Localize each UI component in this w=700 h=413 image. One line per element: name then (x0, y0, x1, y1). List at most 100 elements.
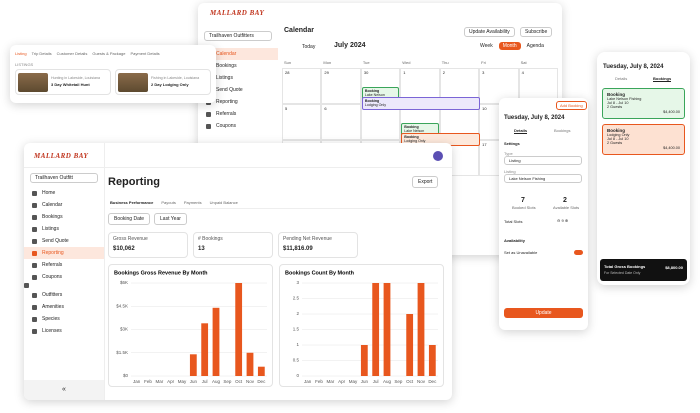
x-tick-label: Dec (428, 379, 437, 384)
outfitter-select[interactable]: Trailhaven Outfitters (204, 31, 272, 41)
available-count: 2 (563, 197, 567, 204)
x-tick-label: Aug (383, 379, 392, 384)
tab[interactable]: Bookings (554, 128, 571, 133)
nav-item[interactable]: Calendar (24, 199, 104, 211)
view-button[interactable]: Month (498, 42, 521, 50)
listing-item[interactable]: Hunting in Lakeside, Louisiana 3 Day Whit… (15, 69, 111, 95)
tab[interactable]: Bookings (653, 76, 672, 82)
nav-item[interactable]: Coupons (198, 120, 278, 132)
booking-panel: Add Booking Tuesday, July 8, 2024 Detail… (499, 98, 588, 330)
booked-count: 7 (521, 197, 525, 204)
event-detail: Lodging Only (404, 139, 426, 144)
x-tick-label: May (178, 379, 187, 384)
divider (24, 167, 452, 168)
nav-item[interactable]: Reporting (198, 96, 278, 108)
total-bar: Total Gross Bookings For Selected Date O… (600, 259, 687, 281)
bar (189, 354, 197, 376)
nav-item[interactable]: Send Quote (24, 235, 104, 247)
y-tick-label: $6K (120, 280, 128, 285)
update-button[interactable]: Update (504, 308, 583, 318)
nav-item[interactable]: Amenities (24, 301, 104, 313)
listing-item[interactable]: Fishing in Lakeside, Louisiana 2 Day Lodg… (115, 69, 211, 95)
booking-title: Booking (607, 128, 625, 133)
tab[interactable]: Business Performance (110, 200, 154, 205)
filter[interactable]: Last Year (154, 213, 187, 225)
booking-amount: $4,400.00 (663, 110, 680, 114)
collapse[interactable]: « (24, 380, 104, 400)
bar (257, 366, 265, 376)
step: Trip Details (31, 51, 52, 56)
listing-select[interactable]: Lake Nelson Fishing (504, 174, 582, 183)
total-label: Total Gross Bookings (604, 264, 646, 269)
weekday: Fri (481, 60, 486, 65)
x-tick-label: Jul (373, 379, 379, 384)
update-availability[interactable]: Update Availability (464, 27, 515, 37)
bar (428, 345, 436, 376)
section-title: Availability (504, 238, 525, 243)
available-label: Available Slots (553, 205, 580, 210)
nav-item[interactable]: Calendar (198, 48, 278, 60)
x-tick-label: Feb (144, 379, 152, 384)
nav-item[interactable]: Outfitters (24, 289, 104, 301)
x-tick-label: Apr (167, 379, 175, 384)
tab[interactable]: Details (615, 76, 628, 81)
nav-item[interactable]: Listings (198, 72, 278, 84)
phone-bookings: Booking Lake Nelson Fishing Jul 8 - Jul 10… (602, 88, 685, 160)
day-number: 6 (324, 106, 327, 111)
nav-item[interactable]: Species (24, 313, 104, 325)
y-tick-label: 0.5 (293, 358, 300, 363)
listings-heading: LISTINGS (15, 62, 34, 67)
metric-label: # Bookings (198, 236, 223, 242)
subscribe[interactable]: Subscribe (520, 27, 553, 37)
booking-card[interactable]: Booking Lake Nelson Fishing Jul 8 - Jul 10… (602, 88, 685, 119)
listing-image (18, 73, 48, 92)
event[interactable]: Booking Lodging Only (361, 97, 481, 110)
step: Customer Details (56, 51, 88, 56)
booking-card[interactable]: Booking Lodging Only Jul 8 - Jul 10 2 Guest… (602, 124, 685, 155)
nav-item[interactable]: Referrals (24, 259, 104, 271)
type-select[interactable]: Listing (504, 156, 582, 165)
section-title: Settings (504, 141, 520, 146)
weekday: Wed (402, 60, 411, 65)
tab[interactable]: Payouts (161, 200, 176, 205)
nav-item[interactable]: Referrals (198, 108, 278, 120)
day-number: 29 (324, 70, 329, 75)
nav-item[interactable]: Listings (24, 223, 104, 235)
nav-item[interactable]: Bookings (24, 211, 104, 223)
today[interactable]: Today (302, 44, 316, 50)
export[interactable]: Export (412, 176, 439, 188)
nav-item[interactable]: Home (24, 187, 104, 199)
view-button[interactable]: Week (480, 43, 493, 49)
outfitter-select[interactable]: Trailhaven Outfitt (30, 173, 98, 183)
day-cell: 5 (282, 104, 322, 140)
total-note: For Selected Date Only (604, 271, 641, 275)
event-title: Booking (404, 125, 419, 129)
nav-item[interactable]: Licenses (24, 325, 104, 337)
x-tick-label: Jun (361, 379, 369, 384)
view-button[interactable]: Agenda (526, 43, 544, 49)
metric-label: Gross Revenue (113, 236, 148, 242)
chart-card: Bookings Count By Month 0 0.5 1 1.5 2 2.5 3 Jan F… (279, 264, 444, 387)
booking-title: Booking (607, 92, 625, 97)
x-tick-label: Nov (417, 379, 426, 384)
total-stepper[interactable]: ⊖ 9 ⊕ (557, 218, 569, 223)
nav-item[interactable]: Bookings (198, 60, 278, 72)
phone-date: Tuesday, July 8, 2024 (603, 64, 664, 70)
listing-location: Fishing in Lakeside, Louisiana (151, 76, 200, 80)
x-tick-label: Feb (315, 379, 323, 384)
sidebar: Calendar Bookings Listings Send Quote Report… (198, 48, 278, 132)
tab[interactable]: Details (514, 128, 528, 134)
metric: Pending Net Revenue $11,816.09 (278, 232, 358, 258)
nav-item[interactable]: Reporting (24, 247, 104, 259)
x-tick-label: Aug (212, 379, 221, 384)
chart: Bookings Gross Revenue By Month $0 $1.5K $3… (114, 270, 267, 384)
weekday: Tue (362, 60, 370, 65)
nav-item[interactable]: Send Quote (198, 84, 278, 96)
tab[interactable]: Unpaid Balance (209, 200, 238, 205)
listing-image (118, 73, 148, 92)
filter[interactable]: Booking Date (108, 213, 151, 225)
toggle[interactable] (574, 250, 583, 255)
nav-item[interactable]: Coupons (24, 271, 104, 283)
add-booking[interactable]: Add Booking (556, 101, 587, 110)
tab[interactable]: Payments (183, 200, 202, 205)
